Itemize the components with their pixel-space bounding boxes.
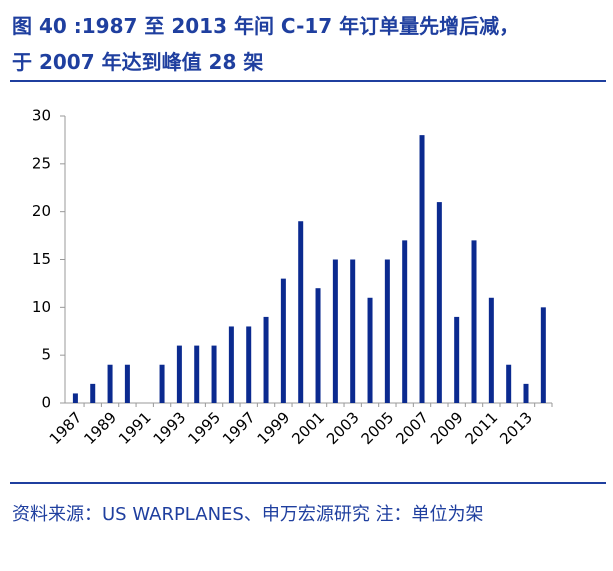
bar [350, 259, 356, 403]
x-tick-label: 1987 [46, 408, 86, 448]
bar [194, 345, 200, 403]
bar [488, 297, 494, 403]
x-tick-label: 2001 [288, 408, 328, 448]
source-note: 资料来源：US WARPLANES、申万宏源研究 注：单位为架 [12, 504, 484, 525]
x-tick-label: 2007 [392, 408, 432, 448]
x-tick-label: 1997 [219, 408, 259, 448]
x-tick-label: 2011 [462, 408, 502, 448]
bar [246, 326, 252, 403]
bar [402, 240, 408, 403]
x-tick-label: 2005 [358, 408, 398, 448]
bar [419, 135, 425, 403]
y-tick-label: 15 [32, 250, 51, 268]
x-tick-label: 1999 [254, 408, 294, 448]
y-tick-label: 5 [41, 346, 51, 364]
bar [176, 345, 182, 403]
bar [367, 297, 373, 403]
bar [523, 383, 529, 403]
bar [90, 383, 96, 403]
rule [10, 482, 606, 484]
y-tick-label: 10 [32, 298, 51, 316]
bar [228, 326, 234, 403]
bar [263, 316, 269, 403]
x-tick-label: 1989 [80, 408, 120, 448]
y-tick-label: 20 [32, 202, 51, 220]
bar [280, 278, 286, 403]
bar [159, 364, 165, 403]
x-tick-label: 2009 [427, 408, 467, 448]
x-tick-label: 2003 [323, 408, 363, 448]
x-tick-label: 2013 [496, 408, 536, 448]
bar [107, 364, 113, 403]
x-tick-label: 1991 [115, 408, 155, 448]
bar [540, 307, 546, 403]
bar [506, 364, 512, 403]
bar [298, 221, 304, 403]
bar [436, 202, 442, 403]
rule [10, 80, 606, 82]
y-tick-label: 30 [32, 107, 51, 125]
bar [124, 364, 130, 403]
bar [211, 345, 217, 403]
bar [332, 259, 338, 403]
chart-title: 图 40 :1987 至 2013 年间 C-17 年订单量先增后减， [12, 14, 520, 38]
bar [315, 288, 321, 403]
chart-title: 于 2007 年达到峰值 28 架 [12, 50, 264, 74]
bar [454, 316, 460, 403]
x-tick-label: 1993 [150, 408, 190, 448]
bar [471, 240, 477, 403]
chart: 0 5 10 15 20 25 30 1987198919911993199519971999… [32, 107, 553, 448]
bar [72, 393, 78, 403]
y-tick-label: 25 [32, 154, 51, 172]
y-tick-label: 0 [41, 394, 51, 412]
bar [384, 259, 390, 403]
x-tick-label: 1995 [184, 408, 224, 448]
